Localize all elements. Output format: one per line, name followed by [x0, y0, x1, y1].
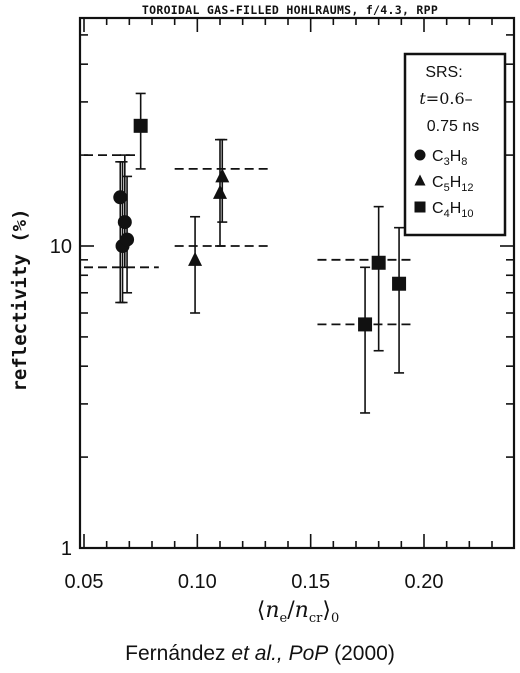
citation: Fernández et al., PoP (2000): [0, 642, 520, 666]
data-point-circle: [117, 215, 132, 230]
legend-title-line-2: t=0.6–: [419, 89, 472, 108]
data-point-triangle: [213, 184, 227, 199]
data-point-triangle: [215, 168, 230, 183]
x-axis-label: ⟨ne/ncr⟩0: [257, 598, 339, 626]
plot-frame: [78, 16, 516, 550]
data-point-square: [371, 255, 386, 270]
data-point-circle: [113, 190, 128, 205]
x-tick-label: 0.05: [65, 571, 104, 593]
y-tick-label: 10: [50, 236, 72, 258]
legend-marker-triangle: [414, 174, 426, 186]
y-tick-label: 1: [61, 538, 72, 560]
data-point-triangle: [188, 251, 203, 266]
citation-year: (2000): [328, 642, 395, 665]
data-point-square: [133, 118, 148, 133]
data-point-circle: [120, 232, 135, 247]
data-point-square: [392, 276, 407, 291]
data-markers: [113, 118, 407, 332]
x-tick-label: 0.10: [178, 571, 217, 593]
x-tick-label: 0.20: [405, 571, 444, 593]
legend-entry: C4H10: [432, 200, 474, 220]
legend-title-line-3: 0.75 ns: [427, 118, 479, 135]
error-bars: [115, 92, 405, 414]
legend-marker-circle: [414, 149, 426, 161]
citation-etal: et al., PoP: [231, 642, 329, 665]
y-axis-label: reflectivity (%): [9, 208, 31, 391]
legend-title-line-1: SRS:: [425, 64, 462, 81]
data-point-square: [358, 317, 373, 332]
citation-authors: Fernández: [125, 642, 232, 665]
legend-entry: C5H12: [432, 174, 474, 194]
legend-entry: C3H8: [432, 148, 467, 168]
legend-marker-square: [414, 201, 426, 213]
chart-title: TOROIDAL GAS-FILLED HOHLRAUMS, f/4.3, RP…: [142, 3, 438, 17]
x-tick-label: 0.15: [291, 571, 330, 593]
legend: SRS: t=0.6– 0.75 ns C3H8 C5H12 C4H10: [403, 52, 507, 237]
tick-labels: 0.050.100.150.200.101: [50, 236, 444, 593]
